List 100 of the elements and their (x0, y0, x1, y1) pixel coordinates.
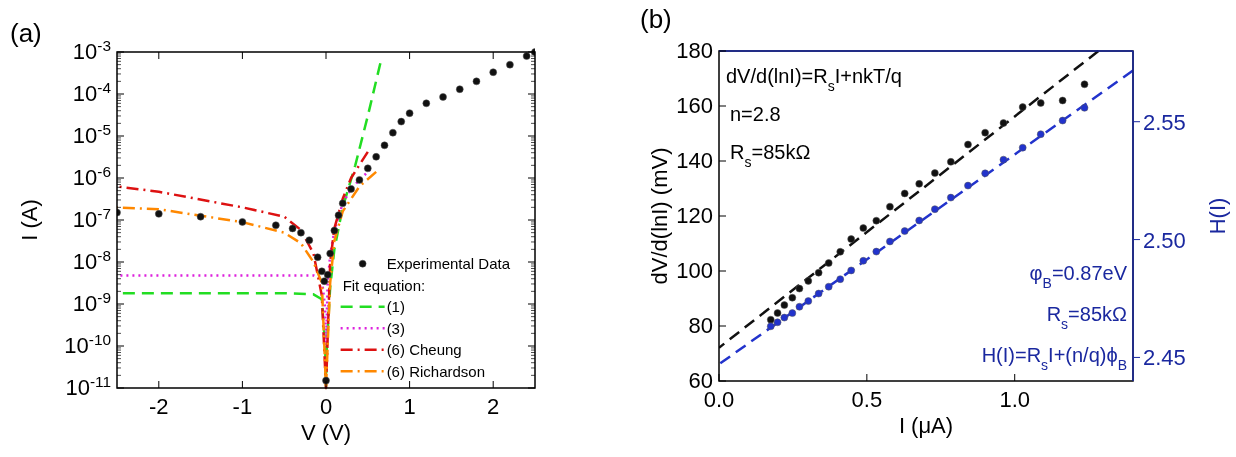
point (767, 322, 775, 331)
x-axis-title: I (μA) (898, 413, 954, 438)
point (238, 218, 247, 226)
point (1058, 116, 1067, 125)
y-tick-label: 180 (676, 38, 713, 63)
x-tick-label: 2 (487, 394, 500, 419)
legend-label: (3) (386, 319, 405, 337)
legend-label: (6) Richardson (386, 362, 486, 380)
point (886, 202, 894, 211)
point (456, 85, 464, 93)
point (773, 309, 782, 317)
point (326, 249, 334, 258)
point (422, 99, 431, 108)
point (380, 141, 389, 150)
legend-label: (1) (386, 298, 405, 316)
point (322, 376, 330, 385)
point (338, 199, 347, 208)
y-tick-label: 80 (688, 313, 713, 338)
x-axis-title: V (V) (300, 420, 352, 445)
point (506, 60, 514, 69)
point (900, 189, 909, 198)
point (859, 257, 868, 265)
point (872, 216, 881, 225)
y2-axis-title: H(I) (1205, 197, 1230, 235)
y-axis-title: I (A) (17, 199, 42, 241)
point (915, 216, 923, 225)
point (847, 235, 855, 243)
point (196, 212, 205, 221)
y2-tick-label: 2.55 (1143, 109, 1186, 135)
point (773, 318, 782, 327)
point (964, 140, 972, 149)
y-tick-label: 10$^{-3}$ (72, 36, 111, 64)
point (999, 119, 1008, 127)
annotation: dV/d(lnI)=R$_{s}$I+nkT/q (726, 65, 902, 94)
point (915, 180, 923, 188)
y-tick-label: 10$^{-8}$ (72, 246, 111, 274)
point (1080, 104, 1089, 112)
chart-title: (b) (640, 4, 672, 34)
x-tick-label: -1 (232, 394, 253, 419)
point (836, 275, 844, 283)
point (397, 117, 405, 126)
point (347, 185, 355, 193)
legend-label: (6) Cheung (386, 341, 462, 359)
y-tick-label: 10$^{-7}$ (72, 204, 111, 232)
y2-tick-label: 2.45 (1143, 345, 1186, 371)
point (155, 210, 163, 218)
point (872, 247, 881, 256)
point (1036, 99, 1045, 107)
y2-tick-label: 2.50 (1143, 227, 1186, 253)
annotation: R$_{s}$=85kΩ (1046, 303, 1128, 332)
y-tick-label: 10$^{-6}$ (72, 162, 111, 190)
annotation: H(I)=R$_{s}$I+(n/q)ϕ$_{B}$ (981, 344, 1127, 373)
x-tick-label: 0 (319, 394, 333, 419)
point (780, 313, 789, 322)
point (900, 227, 909, 235)
point (814, 268, 823, 277)
point (272, 221, 280, 229)
x-tick-label: 0.5 (851, 387, 883, 412)
point (824, 259, 833, 267)
point (1036, 130, 1045, 138)
y-tick-label: 10$^{-4}$ (72, 78, 112, 106)
annotation: R$_{s}$=85kΩ (730, 141, 811, 170)
point (981, 169, 989, 178)
point (330, 226, 339, 235)
annotation: φ$_{B}$=0.87eV (1029, 262, 1128, 291)
y-tick-label: 10$^{-9}$ (72, 288, 111, 316)
point (297, 228, 305, 237)
point (320, 277, 329, 285)
point (788, 293, 797, 302)
point (767, 315, 775, 324)
point (1080, 80, 1089, 89)
point (981, 128, 989, 137)
point (788, 309, 797, 317)
y-tick-label: 10$^{-10}$ (64, 330, 111, 358)
point (795, 284, 804, 293)
point (999, 155, 1008, 164)
legend-title: Fit equation: (342, 276, 426, 294)
y-tick-label: 10$^{-11}$ (65, 372, 111, 400)
point (318, 267, 326, 276)
y-tick-label: 10$^{-5}$ (72, 120, 111, 148)
point (795, 303, 804, 311)
point (489, 68, 497, 76)
point (947, 158, 955, 166)
point (372, 153, 380, 161)
point (334, 211, 343, 219)
y-tick-label: 140 (676, 148, 713, 173)
point (947, 193, 955, 202)
point (1018, 143, 1027, 152)
point (931, 205, 939, 213)
y-tick-label: 120 (676, 203, 713, 228)
point (847, 266, 855, 275)
x-tick-label: 1.0 (999, 387, 1031, 412)
point (964, 181, 972, 190)
y-axis-title: dV/d(lnI) (mV) (647, 147, 672, 285)
legend-label: Experimental Data (386, 255, 511, 273)
point (364, 164, 372, 173)
point (836, 248, 844, 256)
chart-title: (a) (10, 18, 42, 48)
point (1018, 103, 1027, 111)
point (323, 270, 332, 279)
